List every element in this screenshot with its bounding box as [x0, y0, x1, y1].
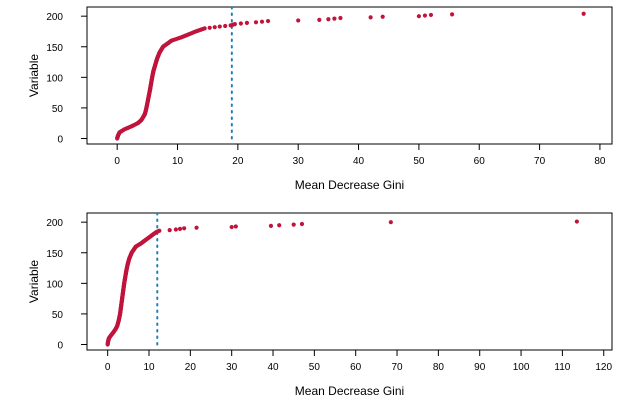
data-point: [212, 25, 217, 30]
y-axis-title: Variable: [27, 54, 41, 97]
x-tick-label: 120: [595, 362, 612, 373]
data-point: [338, 15, 343, 21]
x-axis-title: Mean Decrease Gini: [295, 384, 404, 398]
chart-panel-2: 0 10 20 30 40 50 60 70 80 90 100 110 120 0 50 100 150 200…: [27, 212, 613, 398]
x-tick-label: 80: [433, 362, 445, 373]
data-point: [182, 226, 187, 231]
x-tick-label: 110: [554, 362, 570, 373]
x-tick-label: 40: [267, 362, 279, 373]
x-tick-label: 70: [391, 362, 403, 373]
chart-panel-1: 0 10 20 30 40 50 60 70 80 0 50 100 150 200 Mean Decrea…: [27, 6, 613, 192]
data-point: [233, 224, 238, 229]
data-point: [291, 222, 296, 227]
data-point: [223, 23, 228, 29]
x-tick-label: 30: [226, 362, 238, 373]
y-tick-label: 50: [52, 310, 64, 321]
x-tick-label: 30: [293, 156, 305, 167]
data-point: [416, 14, 421, 19]
x-tick-label: 60: [474, 156, 486, 167]
data-point: [202, 26, 207, 31]
y-tick-label: 0: [57, 134, 63, 145]
data-point: [449, 12, 455, 17]
x-tick-label: 20: [185, 362, 197, 373]
data-point: [232, 22, 237, 27]
data-point: [422, 13, 428, 18]
data-point: [268, 223, 274, 228]
y-tick-label: 200: [46, 218, 63, 229]
data-point: [244, 20, 250, 26]
data-point: [388, 220, 393, 225]
data-point: [157, 228, 162, 233]
x-tick-label: 10: [143, 362, 155, 373]
y-tick-label: 0: [57, 340, 63, 351]
data-point: [326, 17, 331, 22]
y-tick-label: 150: [46, 43, 63, 54]
data-point: [299, 221, 305, 227]
plot-frame: [86, 212, 613, 351]
data-point: [265, 18, 271, 24]
x-tick-label: 90: [474, 362, 486, 373]
data-point: [194, 225, 199, 230]
data-point: [368, 15, 373, 20]
y-tick-label: 100: [46, 279, 63, 290]
data-point: [217, 24, 222, 29]
data-point: [167, 228, 172, 233]
x-tick-label: 60: [350, 362, 362, 373]
data-point: [428, 12, 434, 18]
x-tick-label: 0: [114, 156, 120, 167]
data-point: [173, 227, 178, 232]
data-points: [105, 219, 579, 347]
data-point: [581, 11, 586, 16]
data-point: [317, 17, 322, 22]
y-axis-title: Variable: [27, 260, 41, 303]
x-tick-label: 50: [309, 362, 321, 373]
x-tick-label: 20: [232, 156, 244, 167]
data-point: [259, 19, 265, 24]
y-tick-label: 150: [46, 249, 63, 260]
plot-frame: [86, 6, 613, 145]
x-tick-label: 40: [353, 156, 365, 167]
x-tick-label: 0: [105, 362, 111, 373]
data-point: [177, 226, 183, 232]
x-tick-label: 80: [594, 156, 606, 167]
data-point: [574, 219, 579, 224]
data-points: [115, 11, 586, 141]
y-tick-label: 50: [52, 104, 64, 115]
x-axis-title: Mean Decrease Gini: [295, 178, 404, 192]
data-point: [332, 16, 337, 21]
data-point: [238, 21, 243, 26]
data-point: [277, 223, 282, 228]
x-tick-label: 100: [513, 362, 530, 373]
data-point: [296, 18, 301, 23]
y-tick-label: 200: [46, 12, 63, 23]
data-point: [380, 14, 385, 19]
x-tick-label: 10: [172, 156, 184, 167]
data-point: [253, 20, 259, 25]
x-tick-label: 50: [413, 156, 425, 167]
y-tick-label: 100: [46, 73, 63, 84]
x-tick-label: 70: [534, 156, 546, 167]
data-point: [207, 25, 212, 30]
data-point: [229, 224, 234, 230]
